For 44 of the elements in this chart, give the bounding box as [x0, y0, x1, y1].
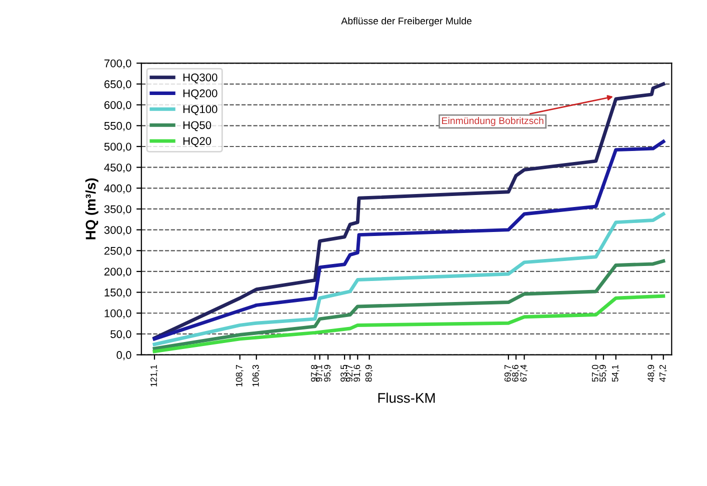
legend-label: HQ200: [183, 89, 218, 100]
y-tick-label: 450,0: [104, 164, 132, 173]
x-tick-label: 69,7: [504, 364, 512, 382]
x-tick-label: 106,3: [252, 364, 260, 386]
x-tick-label: 48,9: [648, 364, 656, 382]
y-tick-label: 700,0: [104, 59, 132, 69]
y-tick-label: 250,0: [104, 246, 132, 256]
x-axis-title: Fluss-KM: [378, 392, 435, 403]
x-tick-label: 121,1: [150, 364, 158, 386]
legend-label: HQ300: [183, 73, 218, 84]
x-tick-label: 67,4: [520, 364, 528, 382]
x-tick-label: 57,0: [592, 364, 600, 382]
legend-label: HQ20: [183, 137, 212, 147]
y-tick-label: 100,0: [104, 309, 132, 319]
x-tick-label: 68,6: [512, 364, 520, 382]
y-tick-label: 600,0: [104, 101, 132, 110]
x-tick-label: 47,2: [659, 364, 667, 382]
y-tick-label: 500,0: [104, 142, 132, 152]
line-series: [152, 294, 666, 354]
y-axis-title: HQ (m³/s): [85, 178, 98, 240]
x-tick-label: 93,5: [340, 364, 348, 382]
x-tick-label: 95,9: [324, 364, 332, 382]
x-tick-label: 89,9: [365, 364, 373, 382]
y-tick-label: 200,0: [104, 268, 132, 277]
line-series: [152, 82, 666, 340]
y-tick-label: 650,0: [104, 80, 132, 90]
y-tick-label: 300,0: [104, 226, 132, 236]
line-series: [152, 259, 666, 350]
y-tick-label: 0,0: [116, 351, 132, 360]
x-tick-label: 91,6: [354, 364, 362, 382]
legend-label: HQ50: [183, 121, 212, 132]
y-tick-label: 50,0: [110, 330, 132, 340]
line-series: [152, 212, 666, 346]
x-tick-label: 92,7: [346, 364, 354, 382]
y-tick-label: 150,0: [104, 288, 132, 298]
x-tick-label: 108,7: [236, 364, 244, 386]
x-tick-label: 55,9: [600, 364, 607, 382]
legend-label: HQ100: [183, 105, 218, 116]
x-tick-label: 54,1: [612, 364, 620, 382]
annotation: Einmündung Bobritzsch: [442, 116, 544, 126]
y-tick-label: 350,0: [104, 205, 132, 214]
y-tick-label: 400,0: [104, 184, 132, 194]
y-tick-label: 550,0: [104, 122, 132, 132]
chart-title: Abflüsse der Freiberger Mulde: [341, 17, 472, 26]
